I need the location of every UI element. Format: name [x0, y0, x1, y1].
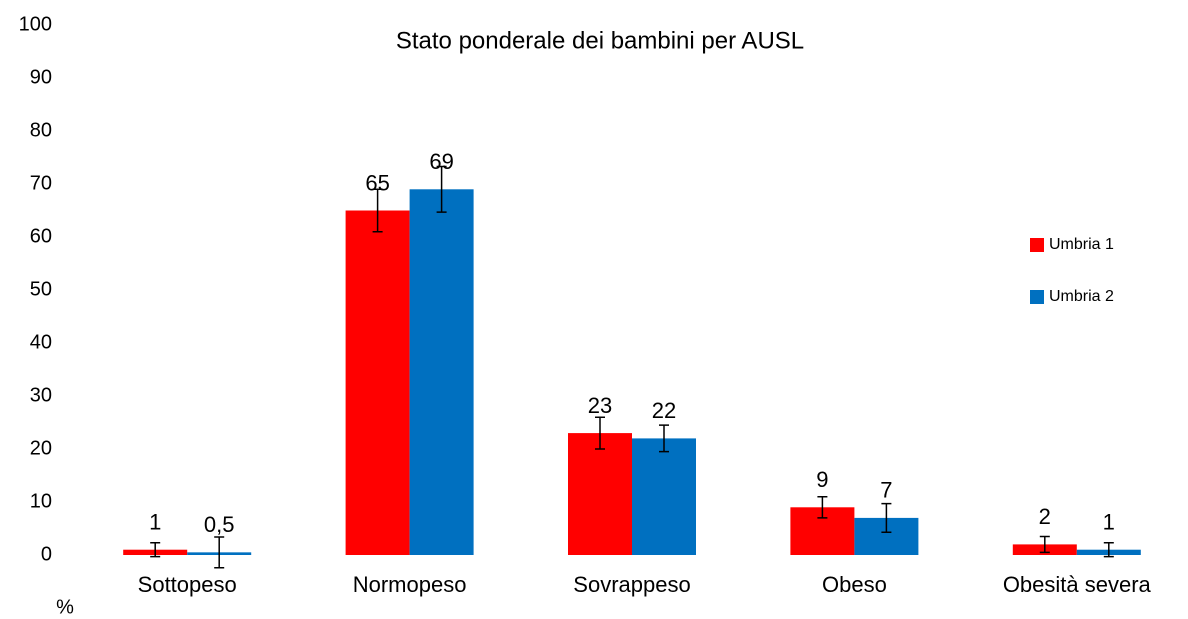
data-label: 1 — [149, 510, 161, 535]
data-label: 9 — [816, 467, 828, 492]
data-label: 65 — [365, 170, 389, 195]
error-bar — [659, 424, 669, 453]
x-tick-label: Obeso — [822, 572, 887, 597]
y-tick-label: 40 — [30, 331, 52, 353]
error-bar — [214, 536, 225, 569]
data-label: 69 — [429, 149, 453, 174]
legend-label: Umbria 1 — [1049, 236, 1114, 253]
data-label: 23 — [588, 393, 612, 418]
error-bar — [817, 495, 828, 519]
y-tick-label: 20 — [30, 437, 52, 459]
chart-title: Stato ponderale dei bambini per AUSL — [396, 27, 804, 54]
y-tick-label: 30 — [30, 384, 52, 406]
error-bar — [881, 502, 892, 533]
y-tick-label: 10 — [30, 490, 52, 512]
data-label: 1 — [1103, 510, 1115, 535]
data-label: 7 — [880, 478, 892, 503]
error-bar — [1039, 535, 1050, 554]
bar — [409, 189, 474, 556]
error-bar — [595, 416, 605, 450]
y-axis-label: % — [56, 596, 74, 618]
x-tick-label: Normopeso — [353, 572, 467, 597]
bar — [568, 433, 632, 555]
y-tick-label: 70 — [30, 172, 52, 194]
legend-swatch — [1030, 238, 1044, 252]
y-tick-label: 80 — [30, 119, 52, 141]
y-tick-label: 90 — [30, 66, 52, 88]
error-bar — [436, 165, 447, 213]
data-label: 0,5 — [204, 512, 235, 537]
x-tick-label: Obesità severa — [1003, 572, 1152, 597]
error-bar — [1103, 542, 1114, 558]
bar — [632, 438, 696, 555]
x-tick-label: Sottopeso — [138, 572, 237, 597]
y-tick-label: 60 — [30, 225, 52, 247]
bar — [345, 210, 410, 555]
y-tick-label: 0 — [41, 543, 52, 565]
error-bar — [372, 188, 383, 233]
data-label: 2 — [1039, 504, 1051, 529]
error-bar — [150, 542, 161, 558]
y-tick-label: 50 — [30, 278, 52, 300]
legend-swatch — [1030, 290, 1044, 304]
x-tick-label: Sovrappeso — [573, 572, 690, 597]
data-label: 22 — [652, 398, 676, 423]
legend-label: Umbria 2 — [1049, 288, 1114, 305]
y-tick-label: 100 — [19, 13, 52, 35]
